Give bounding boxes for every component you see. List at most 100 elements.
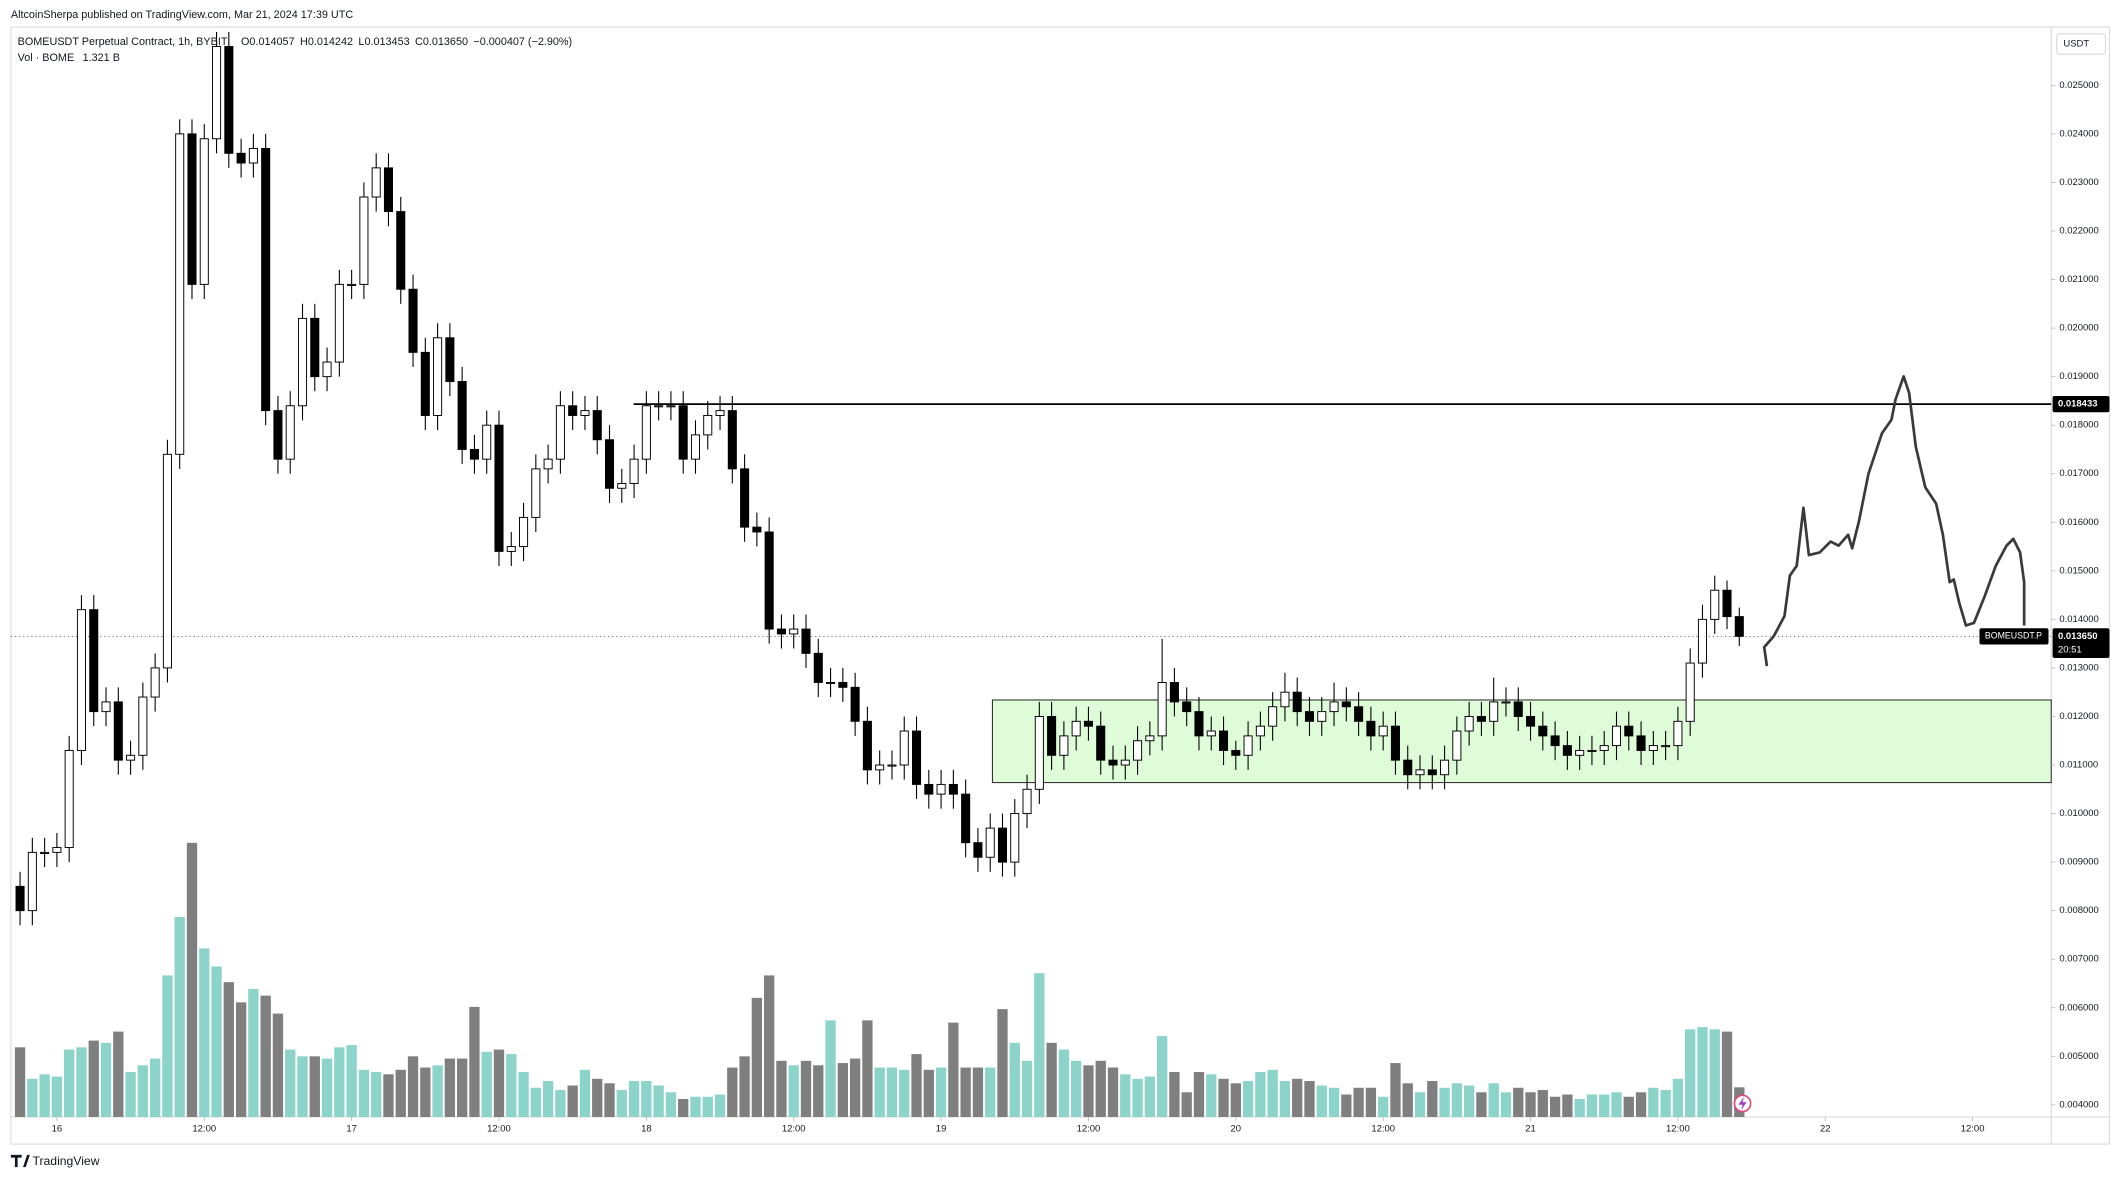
candle-body [506,546,516,552]
candle-body [359,196,369,285]
candle-body [604,439,615,489]
candle-body [1562,745,1572,756]
ohlc-value: L0.013453 [358,36,409,48]
candle-body [1440,759,1450,776]
volume-bar [1672,1078,1684,1117]
x-tick-label: 12:00 [782,1124,806,1135]
candle-body [1697,618,1707,664]
volume-bar [1427,1081,1438,1117]
volume-bar [1685,1029,1696,1117]
frame [10,26,2110,1145]
candle-body [1194,711,1204,737]
volume-bar [542,1081,554,1117]
candle-body [690,434,701,460]
volume-bar [125,1072,136,1117]
volume-bar [1451,1083,1463,1117]
volume-bar [825,1020,836,1117]
y-tick-label: 0.010000 [2059,808,2099,819]
volume-bar [1365,1087,1377,1117]
candle-body [126,754,136,761]
candle-body [580,410,590,416]
candle-body [997,827,1008,863]
candle-body [1734,616,1744,637]
volume-bar [1193,1072,1205,1117]
y-tick-label: 0.020000 [2059,323,2099,334]
volume-bar [39,1074,50,1117]
volume-bar [64,1049,75,1117]
volume-bar [1574,1099,1585,1117]
volume-bar [1058,1049,1070,1117]
y-tick-label: 0.012000 [2059,711,2099,722]
volume-bar [1083,1065,1094,1117]
y-tick-label: 0.018000 [2059,420,2099,431]
x-tick-label: 12:00 [1961,1124,1985,1135]
currency-box[interactable] [2056,33,2106,55]
candle-body [1108,759,1118,766]
volume-bar [346,1045,357,1117]
candle-body [592,410,602,441]
volume-bar [334,1047,345,1117]
x-tick-label: 18 [641,1124,652,1135]
volume-bar [199,948,210,1117]
volume-bar [948,1022,959,1117]
volume-bar [1549,1096,1561,1117]
y-tick-label: 0.015000 [2059,565,2099,576]
ohlc: O0.014057 H0.014242 L0.013453 C0.013650 −0.0… [241,36,572,48]
y-tick-label: 0.021000 [2059,274,2099,285]
volume-bar [88,1040,99,1117]
candle-body [641,405,651,460]
candle-body [1329,701,1339,713]
candle-body [40,851,50,854]
volume-bar [1463,1085,1475,1117]
candle-body [482,424,492,460]
volume-bar [1353,1087,1364,1117]
volume-bar [1500,1092,1512,1117]
symbol: BOMEUSDT Perpetual Contract, 1h, BYBIT [18,36,228,48]
volume-bar [358,1069,370,1117]
candle-body [740,468,750,528]
volume-bar [260,995,271,1117]
volume-bar [1513,1087,1524,1117]
last-price-box [2052,628,2110,659]
volume-bar [1304,1081,1315,1117]
countdown: 20:51 [2058,644,2082,655]
volume-bar [174,916,185,1117]
volume-bar [1316,1085,1327,1117]
candle-body [1047,715,1057,756]
candle-body [1476,715,1486,722]
volume-bar [800,1060,812,1117]
candle-body [924,783,934,795]
candle-body [1415,769,1425,776]
volume-bar [469,1006,480,1117]
candle-body [1550,735,1560,747]
volume-bar [604,1083,615,1117]
volume-bar [1660,1090,1671,1117]
x-tick-label: 12:00 [1371,1124,1395,1135]
candle-body [764,531,774,630]
volume-bar [1279,1081,1291,1117]
volume-bar [985,1067,996,1117]
volume-bar [911,1054,922,1117]
volume-bar [567,1085,578,1117]
volume-bar [1021,1060,1033,1117]
candle-body [1464,715,1474,732]
candle-body [113,701,123,761]
projection-drawing [1762,375,2026,667]
volume-bar [555,1090,566,1117]
volume-bar [1255,1072,1266,1117]
x-tick-label: 19 [936,1124,947,1135]
volume-bar [1697,1027,1708,1117]
volume-bar [235,1002,247,1117]
candle-body [1317,711,1327,722]
ohlc-value: O0.014057 [241,36,295,48]
candle-body [1501,701,1511,704]
volume-bar [186,842,198,1117]
level-label: 0.018433 [2058,399,2098,410]
volume-bar [456,1058,468,1117]
candle-body [961,793,971,844]
candle-body [1083,720,1093,727]
x-tick-label: 12:00 [1666,1124,1690,1135]
volume-bar [518,1072,529,1117]
candle-body [494,424,504,552]
